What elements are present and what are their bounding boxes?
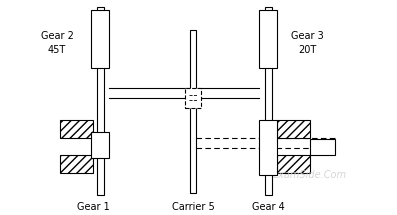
Bar <box>60 120 93 138</box>
Bar <box>91 10 109 68</box>
Text: Carrier 5: Carrier 5 <box>172 202 214 212</box>
Text: Gear 2
45T: Gear 2 45T <box>40 31 73 55</box>
Text: ExamSide.Com: ExamSide.Com <box>273 170 347 180</box>
Bar <box>277 120 310 138</box>
Bar <box>259 120 277 175</box>
Text: Gear 1
15T: Gear 1 15T <box>77 202 110 215</box>
Bar <box>265 7 272 195</box>
Text: Gear 4
40T: Gear 4 40T <box>252 202 284 215</box>
Bar <box>60 155 93 173</box>
Bar <box>91 132 109 158</box>
Text: Gear 3
20T: Gear 3 20T <box>291 31 324 55</box>
Bar <box>185 88 201 108</box>
Bar <box>190 30 196 193</box>
Bar <box>97 7 104 195</box>
Bar <box>277 155 310 173</box>
Bar <box>310 139 335 155</box>
Bar <box>259 10 277 68</box>
